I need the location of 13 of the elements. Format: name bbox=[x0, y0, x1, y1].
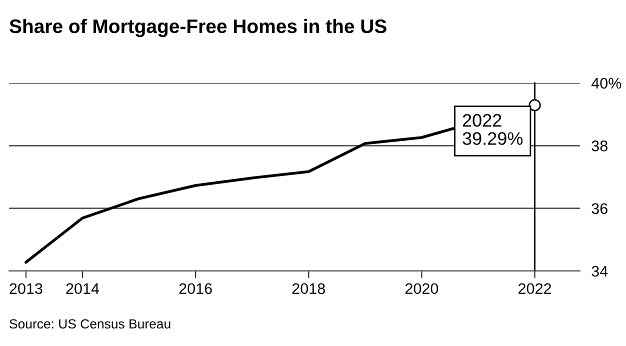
chart-title: Share of Mortgage-Free Homes in the US bbox=[10, 18, 386, 38]
y-tick-label: 36 bbox=[592, 203, 608, 214]
x-tick-label: 2018 bbox=[292, 283, 325, 294]
x-tick-label: 2020 bbox=[405, 283, 438, 294]
x-tick-label: 2013 bbox=[10, 283, 42, 294]
source-note: Source: US Census Bureau bbox=[10, 319, 170, 329]
y-tick-label: 40% bbox=[591, 78, 622, 89]
y-tick-label: 38 bbox=[592, 140, 608, 152]
y-tick-label: 34 bbox=[592, 266, 608, 277]
x-tick-label: 2016 bbox=[179, 283, 212, 294]
x-tick-label: 2022 bbox=[518, 283, 551, 294]
x-tick-label: 2014 bbox=[66, 283, 100, 294]
annotation: 2022 39.29% bbox=[462, 114, 523, 145]
